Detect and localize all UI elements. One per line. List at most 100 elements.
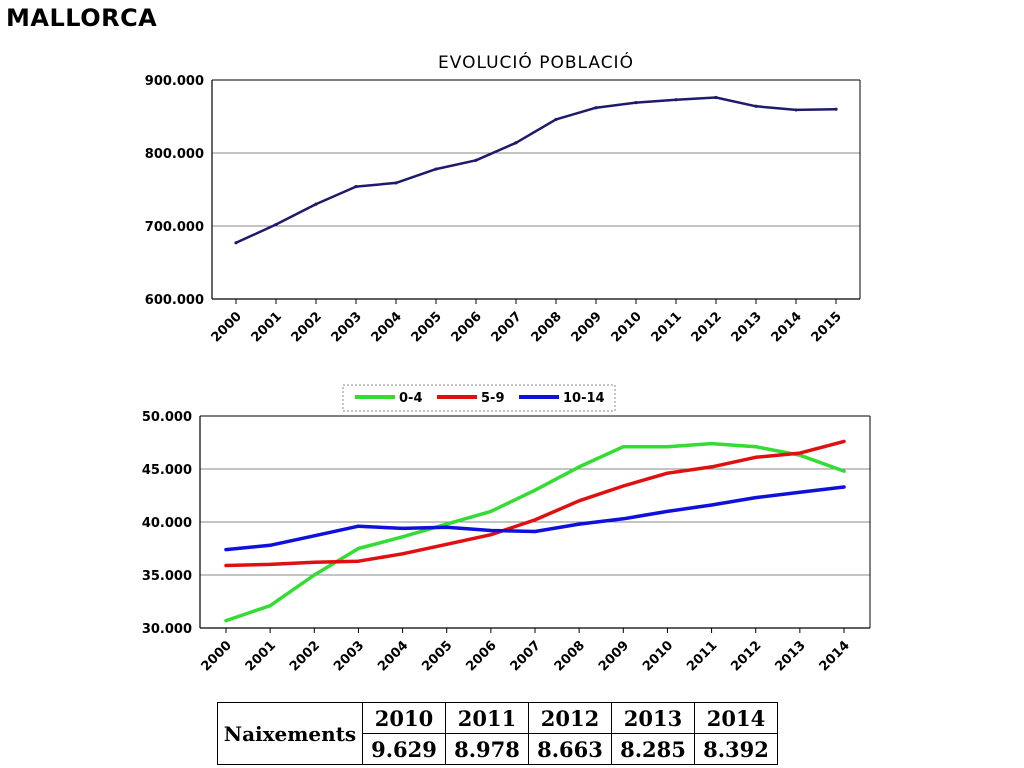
data-point [394, 181, 398, 185]
data-point [445, 522, 449, 526]
year-cell: 2011 [445, 702, 529, 734]
data-point [665, 471, 670, 475]
data-point [754, 455, 758, 459]
x-tick-label: 2014 [769, 309, 805, 345]
data-point [274, 222, 278, 227]
x-tick-label: 2010 [609, 309, 645, 345]
series-line-5-9 [224, 439, 846, 568]
data-point [621, 445, 625, 449]
y-tick-label: 800.000 [145, 147, 204, 162]
data-point [798, 490, 802, 494]
x-tick-label: 2012 [728, 638, 764, 674]
births-value-cell: 9.629 [362, 733, 446, 765]
x-tick-label: 2005 [419, 638, 455, 674]
data-point [754, 496, 758, 500]
legend-label: 0-4 [399, 391, 423, 406]
data-point [842, 439, 846, 444]
x-tick-label: 2002 [289, 309, 325, 345]
data-point [533, 488, 537, 492]
data-point [489, 533, 493, 537]
x-tick-label: 2004 [375, 638, 411, 674]
x-tick-label: 2014 [817, 638, 853, 674]
data-point [514, 141, 518, 145]
data-point [312, 573, 316, 577]
data-point [634, 101, 638, 105]
y-tick-label: 700.000 [145, 220, 204, 235]
data-point [314, 202, 318, 206]
data-point [842, 485, 846, 489]
data-point [445, 525, 449, 529]
y-tick-label: 40.000 [142, 516, 192, 531]
births-value-cell: 8.392 [694, 733, 778, 765]
x-tick-label: 2013 [772, 638, 808, 674]
data-point [268, 604, 272, 608]
legend-label: 5-9 [481, 391, 505, 406]
data-point [356, 524, 361, 528]
data-point [224, 618, 228, 623]
series-line-population [234, 96, 838, 245]
year-cell: 2014 [694, 702, 778, 734]
data-point [434, 167, 438, 171]
data-point [234, 241, 238, 245]
data-point [400, 526, 405, 530]
data-point [665, 509, 670, 513]
data-point [714, 95, 718, 100]
y-tick-label: 600.000 [145, 293, 204, 308]
x-tick-label: 2002 [287, 638, 323, 674]
x-tick-label: 2008 [552, 638, 588, 674]
data-point [834, 107, 838, 111]
data-point [674, 98, 678, 102]
x-tick-label: 2003 [329, 309, 365, 345]
y-tick-label: 50.000 [142, 410, 192, 425]
data-point [489, 528, 493, 533]
data-point [709, 465, 714, 469]
data-point [794, 108, 798, 112]
x-tick-label: 2008 [529, 309, 565, 345]
data-point [709, 441, 714, 446]
data-point [621, 517, 625, 521]
year-cell: 2013 [611, 702, 695, 734]
y-tick-label: 900.000 [145, 74, 204, 89]
x-tick-label: 2005 [409, 309, 445, 345]
data-point [268, 562, 272, 566]
births-value-cell: 8.285 [611, 733, 695, 765]
data-point [356, 546, 361, 551]
x-tick-label: 2012 [689, 309, 725, 345]
data-point [268, 543, 272, 547]
x-tick-label: 2011 [684, 638, 720, 674]
x-tick-label: 2000 [199, 638, 235, 674]
x-tick-label: 2010 [640, 638, 676, 674]
x-tick-label: 2003 [331, 638, 367, 674]
data-point [533, 529, 537, 534]
data-point [400, 552, 405, 556]
x-tick-label: 2004 [369, 309, 405, 345]
data-point [312, 534, 316, 538]
data-point [400, 535, 405, 539]
data-point [533, 518, 537, 522]
year-cell: 2012 [528, 702, 612, 734]
births-value-cell: 8.663 [528, 733, 612, 765]
births-row-label: Naixements [217, 702, 363, 765]
data-point [754, 445, 758, 449]
year-cell: 2010 [362, 702, 446, 734]
data-point [354, 184, 358, 189]
x-tick-label: 2007 [489, 309, 525, 345]
data-point [754, 104, 758, 108]
table-row: 9.629 8.978 8.663 8.285 8.392 [218, 733, 778, 765]
y-tick-label: 30.000 [142, 622, 192, 637]
x-tick-label: 2007 [508, 638, 544, 674]
data-point [665, 445, 670, 449]
births-table: Naixements 2010 2011 2012 2013 2014 9.62… [217, 702, 778, 765]
data-point [577, 499, 581, 503]
y-tick-label: 45.000 [142, 463, 192, 478]
data-point [709, 503, 714, 507]
data-point [224, 563, 228, 568]
population-chart: EVOLUCIÓ POBLACIÓ 600.000 700.000 800.000 90… [145, 51, 861, 345]
x-tick-label: 2006 [463, 638, 499, 674]
data-point [489, 509, 493, 513]
data-point [577, 522, 581, 526]
data-point [554, 117, 558, 122]
data-point [356, 559, 361, 563]
table-row: Naixements 2010 2011 2012 2013 2014 [217, 702, 778, 765]
